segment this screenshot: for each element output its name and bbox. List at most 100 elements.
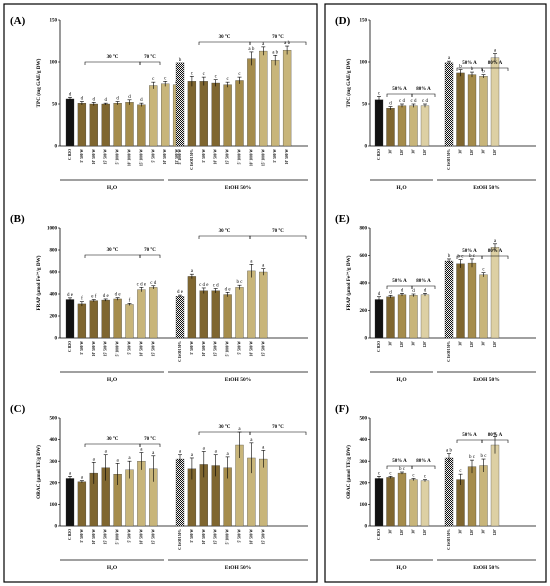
bar — [467, 466, 477, 527]
condition-label: 80% A — [488, 433, 503, 438]
condition-bracket — [411, 465, 436, 469]
significance-letter: a — [128, 456, 131, 461]
y-tick-label: 0 — [365, 145, 368, 150]
condition-bracket — [139, 443, 161, 447]
x-tick-label: C EtOH 50% — [447, 529, 451, 550]
significance-letter: d — [140, 98, 143, 103]
x-tick-label: 5' 500 W — [128, 341, 132, 355]
charts-layer: (A) 0 50 100 150 TPC (mg GAE/g DW) d C H2O d 5' 5… — [10, 15, 536, 571]
bar — [187, 81, 197, 147]
bar — [259, 458, 268, 527]
x-tick-label: 30' — [389, 149, 393, 154]
bar — [456, 263, 465, 339]
x-tick-label: 5' 1000 W — [226, 341, 230, 357]
x-tick-label: 120' — [493, 341, 497, 347]
significance-letter: d — [69, 92, 72, 97]
x-tick-label: 120' — [493, 529, 497, 535]
x-tick-label: 5' 500 W — [80, 529, 84, 543]
significance-letter: f — [129, 298, 131, 303]
bar — [374, 99, 384, 147]
x-tick-label: 5' 500 W — [190, 341, 194, 355]
bar — [149, 85, 158, 147]
condition-bracket — [481, 439, 509, 443]
condition-bracket — [249, 431, 307, 435]
bar — [490, 57, 500, 147]
solvent-group-label: H₂O — [107, 185, 118, 191]
solvent-group-label: H₂O — [396, 565, 407, 571]
chart-panel-f: (F) 0 100 200 300 400 500 ORAC (µmol TE/g DW) c C… — [335, 403, 536, 571]
x-tick-label: 120' — [423, 341, 427, 347]
x-tick-label: 5' 1000 W — [238, 149, 242, 165]
condition-bracket — [481, 67, 509, 71]
y-tick-label: 200 — [360, 309, 368, 314]
x-tick-label: 5' 500 W — [273, 149, 277, 163]
y-axis-label: TPC (mg GAE/g DW) — [345, 58, 352, 107]
significance-letter: c — [412, 473, 415, 478]
significance-letter: d e — [103, 294, 110, 299]
condition-bracket — [386, 285, 413, 289]
bar — [374, 478, 384, 527]
y-tick-label: 100 — [360, 61, 368, 66]
bar — [420, 480, 430, 527]
significance-letter: b c — [469, 455, 476, 460]
bar — [65, 478, 75, 527]
bar — [247, 270, 256, 339]
bar — [479, 76, 488, 147]
x-tick-label: 15' 500 W — [104, 341, 108, 357]
solvent-group-label: EtOH 50% — [473, 565, 499, 571]
condition-label: 70 °C — [144, 55, 156, 60]
bar — [65, 98, 75, 147]
significance-letter: d e — [225, 287, 232, 292]
condition-label: 50% A — [462, 433, 477, 438]
x-tick-label: 15' 500 W — [214, 529, 218, 545]
bar — [211, 290, 220, 339]
x-tick-label: 10' 500 W — [139, 529, 143, 545]
significance-letter: d e — [115, 293, 122, 298]
significance-letter: a b — [284, 41, 290, 46]
y-axis-label: TPC (mg GAE/g DW) — [35, 58, 42, 107]
condition-label: 70 °C — [144, 437, 156, 442]
x-tick-label: 120' — [493, 149, 497, 155]
significance-letter: c d e — [137, 282, 147, 287]
x-tick-label: 30' — [412, 341, 416, 346]
condition-label: 80% A — [416, 459, 431, 464]
bar — [409, 295, 418, 339]
x-tick-label: 5' 500 W — [80, 149, 84, 163]
bar — [282, 50, 292, 147]
condition-bracket — [249, 235, 307, 239]
bar — [125, 304, 134, 339]
x-tick-label: 120' — [470, 149, 474, 155]
x-tick-label: 10' 500 W — [285, 149, 289, 165]
left-panel-frame — [3, 3, 318, 583]
significance-letter: a — [262, 42, 265, 47]
significance-letter: c d e — [199, 283, 209, 288]
significance-letter: d — [116, 96, 119, 101]
bar — [235, 80, 244, 147]
x-tick-label: C H2O — [377, 341, 381, 352]
significance-letter: c d — [150, 281, 156, 286]
x-tick-label: 30' — [389, 341, 393, 346]
x-tick-label: 15' 500 W — [104, 149, 108, 165]
bar — [397, 105, 407, 147]
x-tick-label: 10' 500 W — [92, 341, 96, 357]
x-tick-label: 10' 1000 W — [128, 149, 132, 167]
significance-letter: a — [179, 450, 182, 455]
bar — [137, 289, 146, 339]
bar — [187, 276, 197, 339]
condition-label: 50% A — [462, 61, 477, 66]
bar — [101, 103, 110, 147]
bar — [467, 262, 477, 339]
significance-letter: a — [448, 56, 451, 61]
condition-bracket — [139, 254, 161, 258]
condition-label: 30 °C — [107, 248, 119, 253]
significance-letter: d — [128, 95, 131, 100]
x-tick-label: C EtOH 50% — [190, 149, 194, 170]
bar — [247, 58, 256, 147]
y-axis-label: FRAP (µmol Fe²⁺/g DW) — [345, 255, 352, 310]
bar — [386, 477, 395, 527]
y-tick-label: 0 — [55, 337, 58, 342]
x-tick-label: 30' — [459, 149, 463, 154]
condition-label: 50% A — [392, 279, 407, 284]
chart-panel-a: (A) 0 50 100 150 TPC (mg GAE/g DW) d C H2O d 5' 5… — [10, 15, 308, 191]
significance-letter: a — [238, 427, 241, 432]
